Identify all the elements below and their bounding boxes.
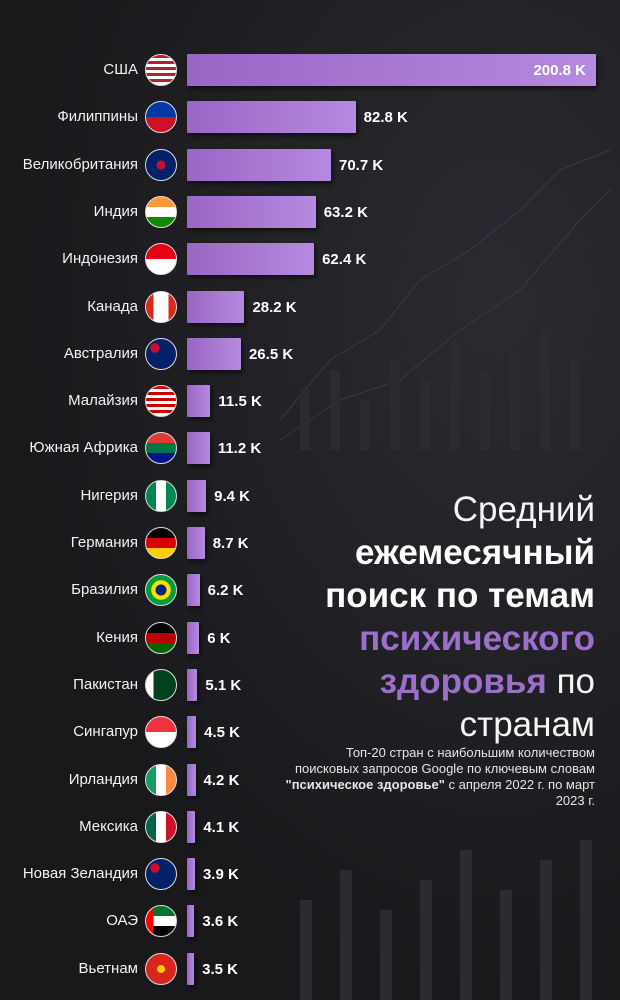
value-label: 8.7 K	[212, 535, 249, 552]
value-label: 28.2 K	[252, 298, 297, 316]
category-label: Индия	[93, 202, 138, 220]
bar	[187, 148, 331, 181]
category-label: ОАЭ	[106, 912, 138, 930]
value-label: 82.8 K	[363, 109, 408, 127]
flag-icon	[145, 716, 177, 749]
category-label: Филиппины	[57, 108, 138, 126]
flag-icon	[145, 574, 177, 607]
value-label: 200.8 K	[533, 62, 586, 79]
flag-icon	[145, 527, 177, 559]
title-part: психического	[359, 619, 595, 658]
bar	[187, 810, 196, 843]
bar	[187, 858, 195, 891]
title-part: здоровья	[379, 662, 547, 701]
value-label: 6.2 K	[207, 582, 244, 600]
category-label: Канада	[87, 297, 138, 315]
flag-icon	[145, 195, 177, 228]
value-label: 3.5 K	[202, 960, 238, 978]
value-label: 9.4 K	[214, 487, 250, 505]
value-label: 3.6 K	[202, 913, 239, 931]
subtitle-part: с апреля 2022 г. по март 2023 г.	[448, 777, 595, 808]
value-label: 5.1 K	[205, 676, 242, 694]
value-label: 3.9 K	[202, 866, 239, 884]
category-label: США	[103, 61, 138, 78]
flag-icon	[145, 337, 177, 370]
category-label: Малайзия	[68, 392, 138, 410]
flag-icon	[145, 763, 177, 796]
title-part: странам	[459, 705, 595, 744]
value-label: 4.5 K	[204, 724, 241, 742]
category-label: Германия	[70, 534, 138, 551]
flag-icon	[145, 148, 177, 181]
bar	[187, 243, 315, 276]
title-part: по	[556, 662, 595, 701]
category-label: Новая Зеландия	[22, 865, 138, 883]
category-label: Вьетнам	[78, 959, 138, 977]
flag-icon	[145, 479, 177, 512]
bar	[187, 479, 207, 512]
bar	[187, 952, 195, 985]
value-label: 70.7 K	[339, 156, 384, 174]
category-label: Великобритания	[22, 155, 138, 173]
bar	[187, 716, 197, 749]
flag-icon	[145, 810, 177, 843]
value-label: 63.2 K	[323, 203, 368, 221]
value-label: 6 K	[207, 629, 231, 647]
subtitle: Топ-20 стран с наибольшим количеством по…	[285, 745, 595, 809]
bar	[187, 432, 210, 465]
bar	[187, 101, 356, 134]
category-label: Индонезия	[62, 250, 138, 268]
flag-icon	[145, 668, 177, 701]
title-part: Средний	[452, 490, 595, 529]
flag-icon	[145, 385, 177, 418]
flag-icon	[145, 432, 177, 465]
bar	[187, 668, 198, 701]
bar	[187, 195, 316, 228]
value-label: 4.2 K	[203, 771, 240, 789]
flag-icon	[145, 621, 177, 654]
category-label: Сингапур	[73, 723, 138, 741]
value-label: 62.4 K	[322, 251, 367, 269]
flag-icon	[145, 858, 177, 891]
value-label: 11.5 K	[218, 393, 262, 411]
flag-icon	[145, 952, 177, 985]
title: Средний ежемесячный поиск по темам психи…	[325, 488, 595, 746]
category-label: Кения	[96, 628, 138, 646]
bar	[187, 621, 200, 654]
bar	[187, 763, 196, 796]
flag-icon	[145, 101, 177, 134]
category-label: Пакистан	[73, 675, 138, 693]
subtitle-part: "психическое здоровье"	[285, 777, 445, 792]
category-label: Южная Африка	[29, 439, 138, 457]
category-label: Нигерия	[80, 486, 138, 504]
category-label: Бразилия	[71, 581, 138, 599]
bar	[187, 385, 211, 418]
category-label: Ирландия	[68, 770, 138, 788]
title-part: поиск по темам	[325, 576, 595, 615]
value-label: 26.5 K	[248, 345, 294, 363]
flag-icon	[145, 54, 177, 86]
flag-icon	[145, 290, 177, 323]
value-label: 11.2 K	[217, 440, 262, 458]
bar	[187, 574, 200, 607]
flag-icon	[145, 905, 177, 938]
category-label: Австралия	[63, 344, 138, 362]
subtitle-part: Топ-20 стран с наибольшим количеством по…	[294, 745, 595, 776]
bar	[187, 54, 596, 86]
value-label: 4.1 K	[203, 818, 240, 836]
bar	[187, 290, 245, 323]
bar	[187, 337, 241, 370]
category-label: Мексика	[79, 817, 138, 835]
title-part: ежемесячный	[354, 533, 595, 572]
bar	[187, 527, 205, 559]
flag-icon	[145, 243, 177, 276]
bar	[187, 905, 195, 938]
